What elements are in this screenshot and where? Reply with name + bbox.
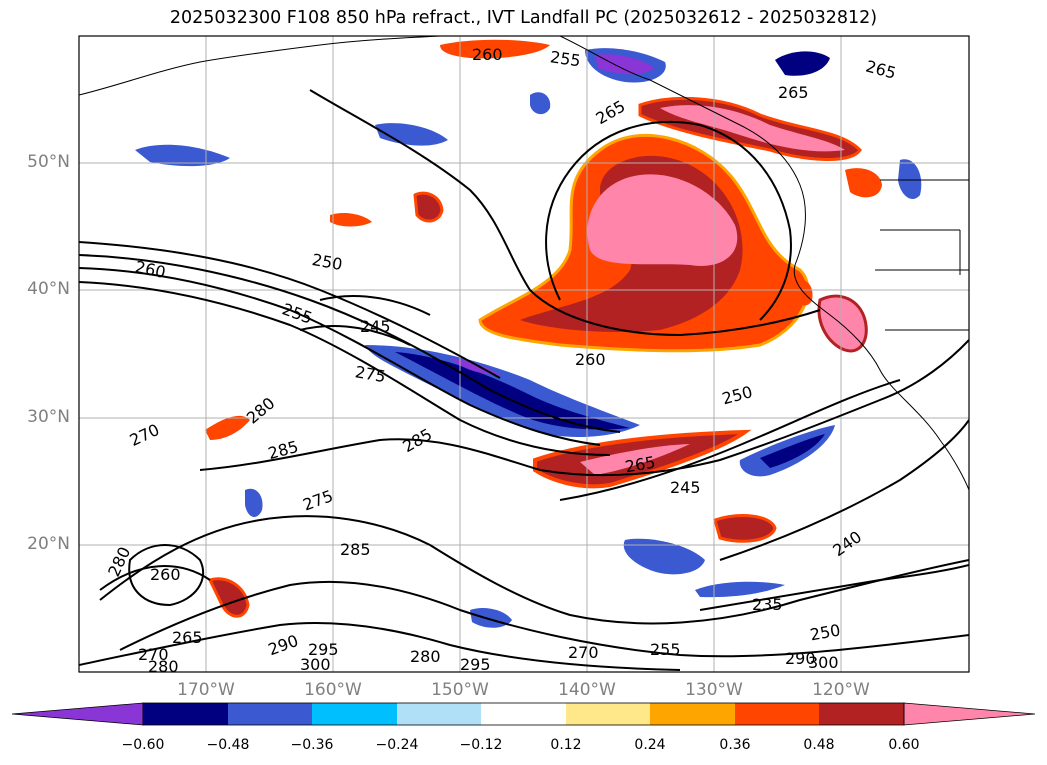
- colorbar-segment: [312, 703, 397, 725]
- colorbar-extend-high: [903, 702, 1036, 726]
- colorbar-tick-label: −0.12: [459, 737, 503, 753]
- positive-anomaly-region: [845, 168, 882, 198]
- lat-label: 20°N: [27, 534, 70, 554]
- positive-anomaly-region: [207, 577, 250, 618]
- lon-label: 130°W: [685, 680, 743, 700]
- contour-label: 240: [829, 527, 865, 560]
- positive-anomaly-region: [713, 514, 777, 543]
- colorbar-segment: [650, 703, 735, 725]
- lon-label: 160°W: [304, 680, 362, 700]
- contour-label: 260: [133, 257, 167, 282]
- negative-anomaly-region: [530, 92, 551, 115]
- negative-anomaly-region: [898, 159, 922, 200]
- colorbar-segment: [397, 703, 481, 725]
- lon-label: 170°W: [177, 680, 235, 700]
- lon-label: 120°W: [812, 680, 870, 700]
- shading-layer: [135, 39, 922, 628]
- contour-label: 260: [150, 565, 181, 584]
- colorbar-segment: [566, 703, 650, 725]
- colorbar-segment: [819, 703, 904, 725]
- colorbar-tick-label: 0.24: [634, 737, 666, 753]
- contour-label: 245: [670, 478, 701, 497]
- ivt-contours: [79, 89, 969, 671]
- contour-label: 290: [785, 649, 816, 668]
- contour-label: 285: [266, 437, 300, 463]
- colorbar-tick-label: −0.24: [375, 737, 419, 753]
- lon-label: 150°W: [431, 680, 489, 700]
- negative-anomaly-core: [760, 434, 825, 468]
- contour-labels: 260 255 265 265 265 260 250 255 245 275 …: [104, 45, 898, 676]
- positive-anomaly-region: [440, 39, 550, 59]
- positive-anomaly-region: [205, 415, 250, 440]
- colorbar: [11, 702, 1036, 726]
- colorbar-tick-label: 0.48: [803, 737, 835, 753]
- negative-anomaly-region: [375, 123, 448, 146]
- contour-label: 280: [148, 657, 179, 676]
- contour-label: 255: [549, 47, 582, 70]
- contour-label: 265: [778, 83, 809, 102]
- negative-anomaly-region: [470, 608, 512, 628]
- map-frame: [78, 35, 970, 673]
- contour-label: 295: [460, 655, 491, 674]
- contour-label: 300: [808, 653, 839, 672]
- contour-label: 265: [864, 57, 898, 83]
- contour-label: 280: [243, 393, 279, 427]
- contour-label: 275: [300, 486, 335, 514]
- positive-anomaly-region: [413, 191, 444, 223]
- contour-label: 270: [568, 643, 599, 662]
- contour-label: 270: [127, 420, 163, 450]
- map-panel: 260 255 265 265 265 260 250 255 245 275 …: [79, 36, 969, 676]
- colorbar-tick-label: −0.60: [121, 737, 165, 753]
- graticule: [79, 36, 969, 672]
- negative-anomaly-core: [395, 352, 630, 430]
- contour-label: 285: [399, 425, 435, 457]
- contour-label: 295: [308, 640, 339, 659]
- colorbar-tick-label: 0.36: [719, 737, 751, 753]
- contour-label: 260: [575, 350, 606, 369]
- contour-label: 280: [410, 647, 441, 666]
- map-title: 2025032300 F108 850 hPa refract., IVT La…: [169, 8, 878, 28]
- lat-label: 50°N: [27, 152, 70, 172]
- contour-label: 250: [311, 250, 344, 274]
- negative-anomaly-region: [695, 581, 785, 598]
- contour-label: 250: [808, 620, 841, 644]
- negative-anomaly-region: [775, 51, 830, 76]
- positive-anomaly-region: [817, 294, 868, 353]
- contour-label: 290: [266, 631, 301, 659]
- coastline: [79, 36, 969, 491]
- contour-label: 250: [720, 382, 754, 408]
- positive-anomaly-region: [330, 212, 372, 227]
- contour-label: 265: [593, 96, 629, 128]
- negative-anomaly-region: [245, 488, 263, 517]
- negative-anomaly-region: [623, 538, 705, 575]
- colorbar-tick-label: 0.60: [888, 737, 920, 753]
- positive-anomaly-max: [660, 105, 845, 152]
- colorbar-segment: [143, 703, 228, 725]
- contour-label: 270: [138, 645, 169, 664]
- negative-anomaly-core: [595, 54, 655, 75]
- colorbar-frame: [142, 702, 905, 726]
- colorbar-tick-label: −0.48: [206, 737, 250, 753]
- contour-label: 300: [300, 655, 331, 674]
- positive-anomaly-region: [790, 278, 813, 306]
- contour-label: 235: [752, 595, 783, 614]
- colorbar-segment: [735, 703, 819, 725]
- lon-label: 140°W: [558, 680, 616, 700]
- positive-anomaly-max: [587, 174, 738, 266]
- contour-label: 285: [340, 540, 371, 559]
- contour-label: 260: [472, 45, 503, 64]
- colorbar-extend-low: [11, 702, 144, 726]
- colorbar-segment: [228, 703, 312, 725]
- lat-label: 30°N: [27, 407, 70, 427]
- positive-anomaly-max: [580, 444, 690, 475]
- lat-label: 40°N: [27, 279, 70, 299]
- colorbar-tick-label: −0.36: [290, 737, 334, 753]
- colorbar-tick-label: 0.12: [550, 737, 582, 753]
- colorbar-segment: [481, 703, 566, 725]
- contour-label: 265: [172, 628, 203, 647]
- contour-label: 275: [354, 362, 387, 386]
- contour-label: 255: [650, 640, 681, 659]
- contour-label: 245: [360, 317, 391, 336]
